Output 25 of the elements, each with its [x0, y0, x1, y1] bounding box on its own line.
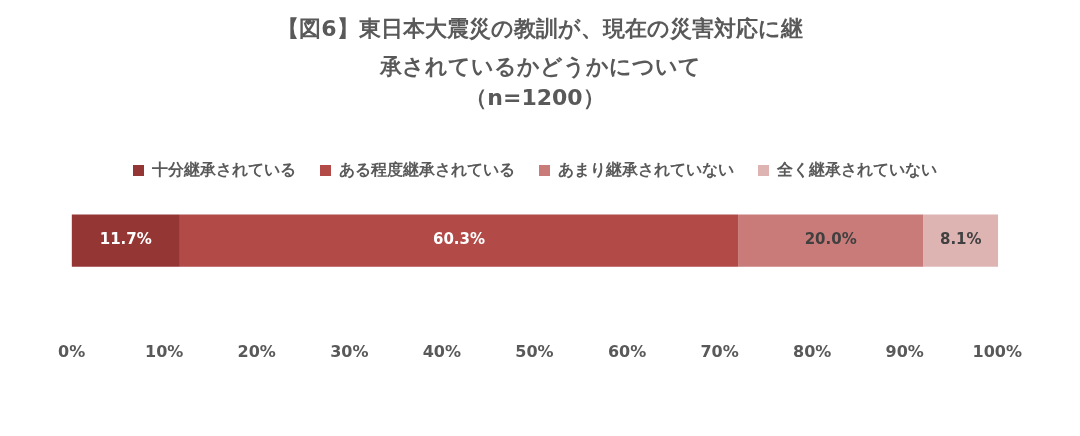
bar [923, 214, 999, 267]
x-tick-label: 60% [607, 341, 647, 361]
bar [71, 214, 180, 267]
chart-subtitle: （n=1200） [465, 84, 605, 110]
text: 8.1% [939, 230, 982, 249]
legend-label: あまり継承されていない [558, 159, 734, 179]
x-tick-label: 90% [885, 341, 924, 361]
x-tick-label: 0% [58, 341, 86, 361]
x-tick-label: 80% [793, 341, 832, 361]
bar [179, 214, 739, 267]
x-tick-label: 10% [145, 341, 184, 361]
text: 11.7% [99, 230, 152, 249]
chart-title: 【図6】東日本大震災の教訓が、現在の災害対応に継承されているかどうかについて [276, 15, 804, 81]
x-tick-label: 20% [237, 341, 276, 361]
x-tick-label: 100% [972, 341, 1023, 361]
x-tick-label: 30% [330, 341, 369, 361]
text: 60.3% [432, 230, 486, 249]
legend-label: ある程度継承されている [339, 159, 515, 179]
bar [738, 214, 924, 267]
legend-label: 十分継承されている [151, 159, 296, 179]
legend-label: 全く継承されていない [776, 159, 937, 179]
x-tick-label: 70% [700, 341, 739, 361]
text: 20.0% [804, 230, 857, 249]
x-tick-label: 50% [515, 341, 554, 361]
x-tick-label: 40% [422, 341, 462, 361]
